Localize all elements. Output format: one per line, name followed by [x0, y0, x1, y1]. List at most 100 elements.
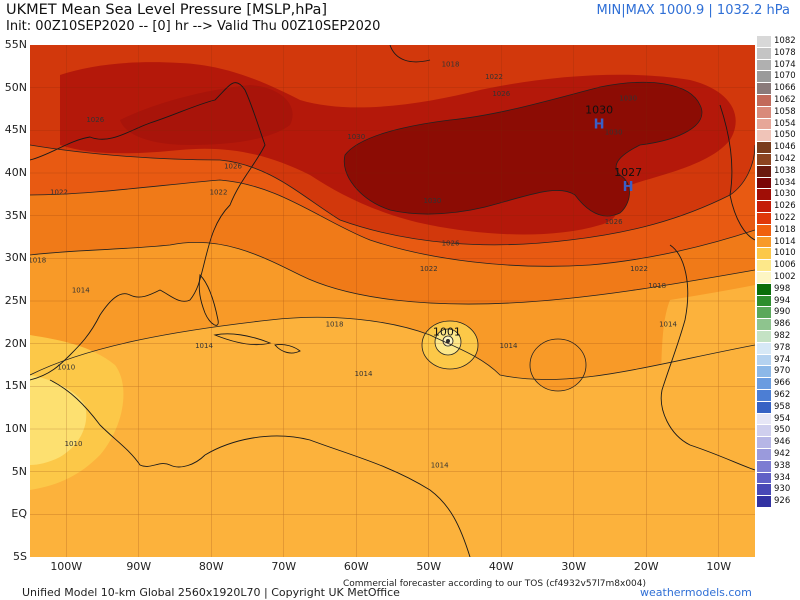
legend-label: 1070	[774, 71, 796, 82]
isobars	[30, 81, 755, 392]
legend-swatch	[757, 425, 771, 438]
lon-label: 10W	[706, 560, 732, 573]
lat-label: 55N	[4, 38, 27, 51]
field-998-low-center	[446, 339, 450, 343]
lon-label: 30W	[561, 560, 587, 573]
legend-swatch	[757, 295, 771, 308]
field-1014	[30, 317, 755, 557]
isobar-1030-a	[343, 81, 703, 217]
legend-label: 982	[774, 331, 791, 341]
lon-label: 20W	[633, 560, 659, 573]
legend-swatch	[757, 213, 771, 225]
lat-label: 20N	[4, 336, 27, 350]
coast-africa	[660, 244, 755, 471]
legend-swatch	[757, 142, 771, 154]
legend-swatch	[757, 106, 771, 119]
coast-florida	[198, 274, 219, 326]
legend-label: 950	[774, 425, 791, 436]
legend-swatch	[757, 236, 771, 249]
coast-south-america	[204, 435, 471, 557]
isobar-label: 1026	[442, 240, 460, 248]
legend-label: 1082	[774, 36, 796, 46]
isobar-label: 1014	[355, 370, 373, 378]
legend-label: 1018	[774, 224, 796, 235]
legend-label: 1058	[774, 106, 796, 117]
legend-swatch	[757, 319, 771, 331]
isobar-label: 1030	[423, 197, 441, 205]
legend-label: 934	[774, 472, 791, 483]
lat-label: 45N	[4, 123, 27, 137]
lon-label: 80W	[198, 560, 224, 573]
legend-label: 1074	[774, 59, 796, 70]
lat-label: 5S	[13, 550, 27, 563]
low-1001-pressure-label: 1001	[433, 326, 461, 339]
coast-cuba	[213, 333, 272, 346]
legend-swatch	[757, 496, 771, 508]
legend-label: 990	[774, 307, 791, 318]
lat-label: 25N	[4, 294, 27, 307]
coast-greenland	[389, 45, 431, 63]
isobar-label: 1026	[605, 218, 623, 226]
isobar-label: 1014	[659, 321, 677, 329]
legend-swatch	[757, 248, 771, 261]
legend-swatch	[757, 437, 771, 449]
legend-label: 1062	[774, 95, 796, 105]
site-link[interactable]: weathermodels.com	[640, 586, 752, 599]
legend-swatch	[757, 413, 771, 426]
isobar-label: 1022	[50, 188, 68, 196]
isobar-label: 1030	[347, 133, 365, 141]
legend-swatch	[757, 449, 771, 461]
legend-label: 1054	[774, 118, 796, 129]
coast-central-america	[49, 379, 206, 468]
legend-swatch	[757, 71, 771, 84]
lat-lon-grid	[30, 45, 755, 557]
legend-swatch	[757, 83, 771, 95]
legend-label: 1050	[774, 130, 796, 141]
legend-label: 994	[774, 295, 791, 306]
isobar-label: 1010	[65, 440, 83, 448]
pressure-map: 1018 1022 1026 1030 1026 1030 1030 1026 1022 1022…	[30, 45, 755, 557]
legend-label: 1042	[774, 154, 796, 164]
high-1027-symbol: H	[623, 180, 634, 195]
coast-hispaniola	[274, 344, 301, 354]
isobar-label: 1014	[195, 342, 213, 350]
legend-swatch	[757, 331, 771, 343]
legend-swatch	[757, 201, 771, 213]
legend-label: 1022	[774, 213, 796, 223]
lon-label: 100W	[50, 560, 83, 573]
field-1006-pacific	[30, 375, 87, 465]
map-title: UKMET Mean Sea Level Pressure [MSLP,hPa]	[6, 2, 328, 18]
isobar-label: 1030	[619, 94, 637, 102]
legend-label: 930	[774, 484, 791, 495]
lat-label: 5N	[11, 464, 27, 478]
legend-label: 1034	[774, 177, 796, 188]
init-valid-time: Init: 00Z10SEP2020 -- [0] hr --> Valid T…	[6, 19, 381, 34]
high-1030-symbol: H	[594, 118, 605, 133]
legend-label: 946	[774, 437, 791, 448]
legend-label: 1078	[774, 47, 796, 58]
field-1014-africa	[658, 285, 755, 557]
legend-label: 926	[774, 496, 791, 507]
legend-swatch	[757, 189, 771, 202]
legend-label: 998	[774, 283, 791, 294]
model-credit: Unified Model 10-km Global 2560x1920L70 …	[22, 586, 400, 599]
isobar-1014-island	[529, 338, 587, 392]
tos-notice: Commercial forecaster according to our T…	[343, 579, 647, 589]
legend-swatch	[757, 260, 771, 272]
high-1030-pressure-label: 1030	[585, 104, 613, 117]
legend-swatch	[757, 307, 771, 320]
legend-label: 1046	[774, 142, 796, 153]
legend-swatch	[757, 118, 771, 131]
lon-label: 90W	[126, 560, 152, 573]
legend-label: 938	[774, 460, 791, 471]
isobar-label: 1026	[492, 90, 510, 98]
isobar-label: 1010	[57, 363, 75, 371]
legend-label: 958	[774, 401, 791, 412]
legend-swatch	[757, 165, 771, 178]
isobar-1022-a	[30, 179, 755, 267]
legend-label: 1030	[774, 189, 796, 200]
isobar-label: 1022	[210, 188, 228, 196]
legend-label: 962	[774, 390, 791, 400]
legend-label: 978	[774, 342, 791, 353]
legend-label: 966	[774, 378, 791, 389]
